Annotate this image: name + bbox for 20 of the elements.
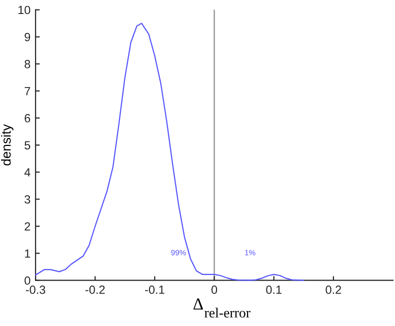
y-tick-label: 6 [24, 114, 30, 122]
line-series [34, 22, 304, 281]
y-tick-label: 7 [24, 87, 30, 96]
y-tick-label: 3 [24, 195, 30, 204]
x-tick-label: -0.2 [85, 286, 105, 294]
y-tick-label: 1 [25, 249, 30, 258]
x-tick-label: -0.3 [26, 286, 46, 294]
x-tick-label: 0.2 [326, 286, 342, 294]
x-axis-title: Δrel-error [193, 298, 250, 318]
y-tick-label: 10 [18, 6, 30, 14]
y-tick-label: 9 [24, 32, 30, 42]
y-tick-label: 2 [24, 222, 30, 231]
x-tick-label: -0.1 [145, 286, 164, 294]
x-tick-label: 0.1 [266, 286, 282, 294]
y-tick-label: 8 [24, 60, 30, 68]
y-tick-label: 5 [24, 141, 30, 150]
y-tick-label: 0 [24, 276, 30, 285]
y-axis-title: density [1, 124, 14, 166]
x-tick-label: 0 [211, 286, 218, 294]
y-tick-label: 4 [24, 168, 30, 176]
